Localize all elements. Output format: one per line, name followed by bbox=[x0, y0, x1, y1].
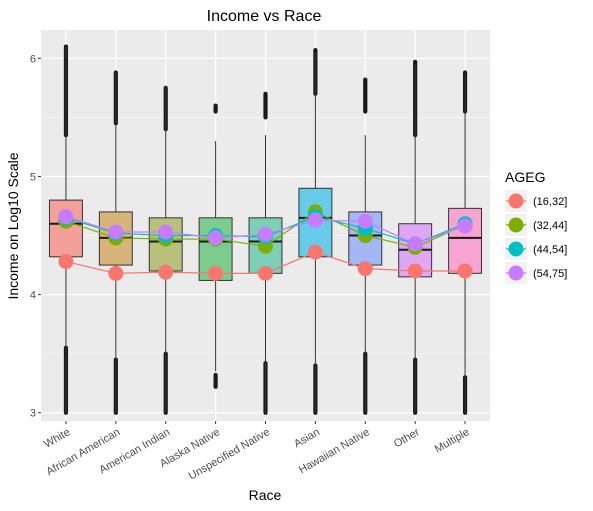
series-point bbox=[258, 265, 273, 281]
y-tick-label: 4 bbox=[30, 290, 36, 302]
series-point bbox=[357, 213, 373, 229]
x-tick-label: White bbox=[42, 426, 72, 450]
series-points bbox=[58, 204, 473, 281]
series-point bbox=[58, 209, 74, 225]
x-tick-label: Asian bbox=[292, 426, 322, 450]
series-point bbox=[108, 224, 124, 240]
series-point bbox=[158, 264, 174, 280]
series-point bbox=[457, 218, 473, 234]
y-axis-title: Income on Log10 Scale bbox=[5, 152, 21, 299]
legend-title: AGEG bbox=[505, 169, 545, 185]
legend-label: (32,44] bbox=[533, 220, 567, 232]
series-point bbox=[208, 265, 224, 281]
legend: AGEG (16,32] (32,44] (44,54] (54,75] bbox=[505, 169, 567, 284]
series-point bbox=[258, 226, 273, 242]
series-point bbox=[208, 230, 224, 246]
legend-key-point bbox=[508, 217, 524, 233]
y-tick-label: 6 bbox=[30, 53, 36, 65]
series-point bbox=[108, 265, 124, 281]
y-tick-label: 3 bbox=[30, 408, 36, 420]
legend-key-point bbox=[508, 265, 524, 281]
legend-label: (16,32] bbox=[533, 196, 567, 208]
series-point bbox=[357, 261, 373, 277]
x-axis-title: Race bbox=[249, 487, 282, 503]
x-tick-label: Multiple bbox=[433, 426, 472, 455]
legend-label: (44,54] bbox=[533, 244, 567, 256]
legend-key-point bbox=[508, 193, 524, 209]
series-point bbox=[58, 254, 74, 270]
legend-label: (54,75] bbox=[533, 268, 567, 280]
x-tick-label: Other bbox=[392, 426, 422, 450]
series-point bbox=[307, 244, 323, 260]
series-point bbox=[158, 224, 174, 240]
x-tick-label: Unspecified Native bbox=[187, 426, 272, 482]
y-axis: 3 4 5 6 bbox=[30, 53, 41, 420]
series-point bbox=[307, 212, 323, 228]
series-point bbox=[407, 263, 423, 279]
series-point bbox=[407, 236, 423, 252]
chart-title: Income vs Race bbox=[207, 8, 322, 25]
series-point bbox=[457, 263, 473, 279]
y-tick-label: 5 bbox=[30, 171, 36, 183]
legend-key-point bbox=[508, 241, 524, 257]
